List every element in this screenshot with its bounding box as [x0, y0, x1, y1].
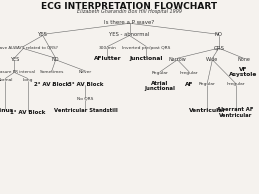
Text: NO: NO — [215, 32, 223, 37]
Text: Junctional: Junctional — [130, 56, 163, 61]
Text: Irregular: Irregular — [180, 71, 198, 75]
Text: Is there a P wave?: Is there a P wave? — [104, 20, 155, 25]
Text: ECG INTERPRETATION FLOWCHART: ECG INTERPRETATION FLOWCHART — [41, 2, 218, 11]
Text: QRS: QRS — [213, 45, 224, 50]
Text: 1° AV Block: 1° AV Block — [10, 110, 46, 115]
Text: Sinus: Sinus — [0, 108, 14, 113]
Text: Ventricular: Ventricular — [189, 108, 226, 113]
Text: No QRS: No QRS — [77, 97, 94, 101]
Text: NO: NO — [52, 57, 59, 62]
Text: None: None — [237, 57, 250, 62]
Text: Long: Long — [23, 78, 33, 81]
Text: Is P wave ALWAYS related to QRS?: Is P wave ALWAYS related to QRS? — [0, 46, 58, 49]
Text: Atrial
Junctional: Atrial Junctional — [145, 81, 176, 91]
Text: Sometimes: Sometimes — [40, 70, 64, 74]
Text: Aberrant AF
Ventricular: Aberrant AF Ventricular — [218, 107, 254, 118]
Text: YES: YES — [10, 57, 19, 62]
Text: Measure PR interval: Measure PR interval — [0, 70, 35, 74]
Text: YES: YES — [38, 32, 48, 37]
Text: Inverted pre/post QRS: Inverted pre/post QRS — [122, 46, 170, 49]
Text: Wide: Wide — [206, 57, 219, 62]
Text: AFlutter: AFlutter — [94, 56, 121, 61]
Text: Regular: Regular — [199, 82, 215, 86]
Text: YES - abnormal: YES - abnormal — [109, 32, 150, 37]
Text: Irregular: Irregular — [226, 82, 245, 86]
Text: Elizabeth Gharandin Box Hill Hospital 1999: Elizabeth Gharandin Box Hill Hospital 19… — [77, 9, 182, 14]
Text: Never: Never — [79, 70, 92, 74]
Text: Regular: Regular — [152, 71, 168, 75]
Text: AF: AF — [185, 82, 193, 87]
Text: Narrow: Narrow — [169, 57, 186, 62]
Text: Ventricular Standstill: Ventricular Standstill — [54, 108, 117, 113]
Text: 2° AV Block: 2° AV Block — [34, 82, 69, 87]
Text: 3° AV Block: 3° AV Block — [68, 82, 103, 87]
Text: VF
Asystole: VF Asystole — [229, 67, 258, 77]
Text: 300/min: 300/min — [98, 46, 117, 49]
Text: Normal: Normal — [0, 78, 13, 81]
